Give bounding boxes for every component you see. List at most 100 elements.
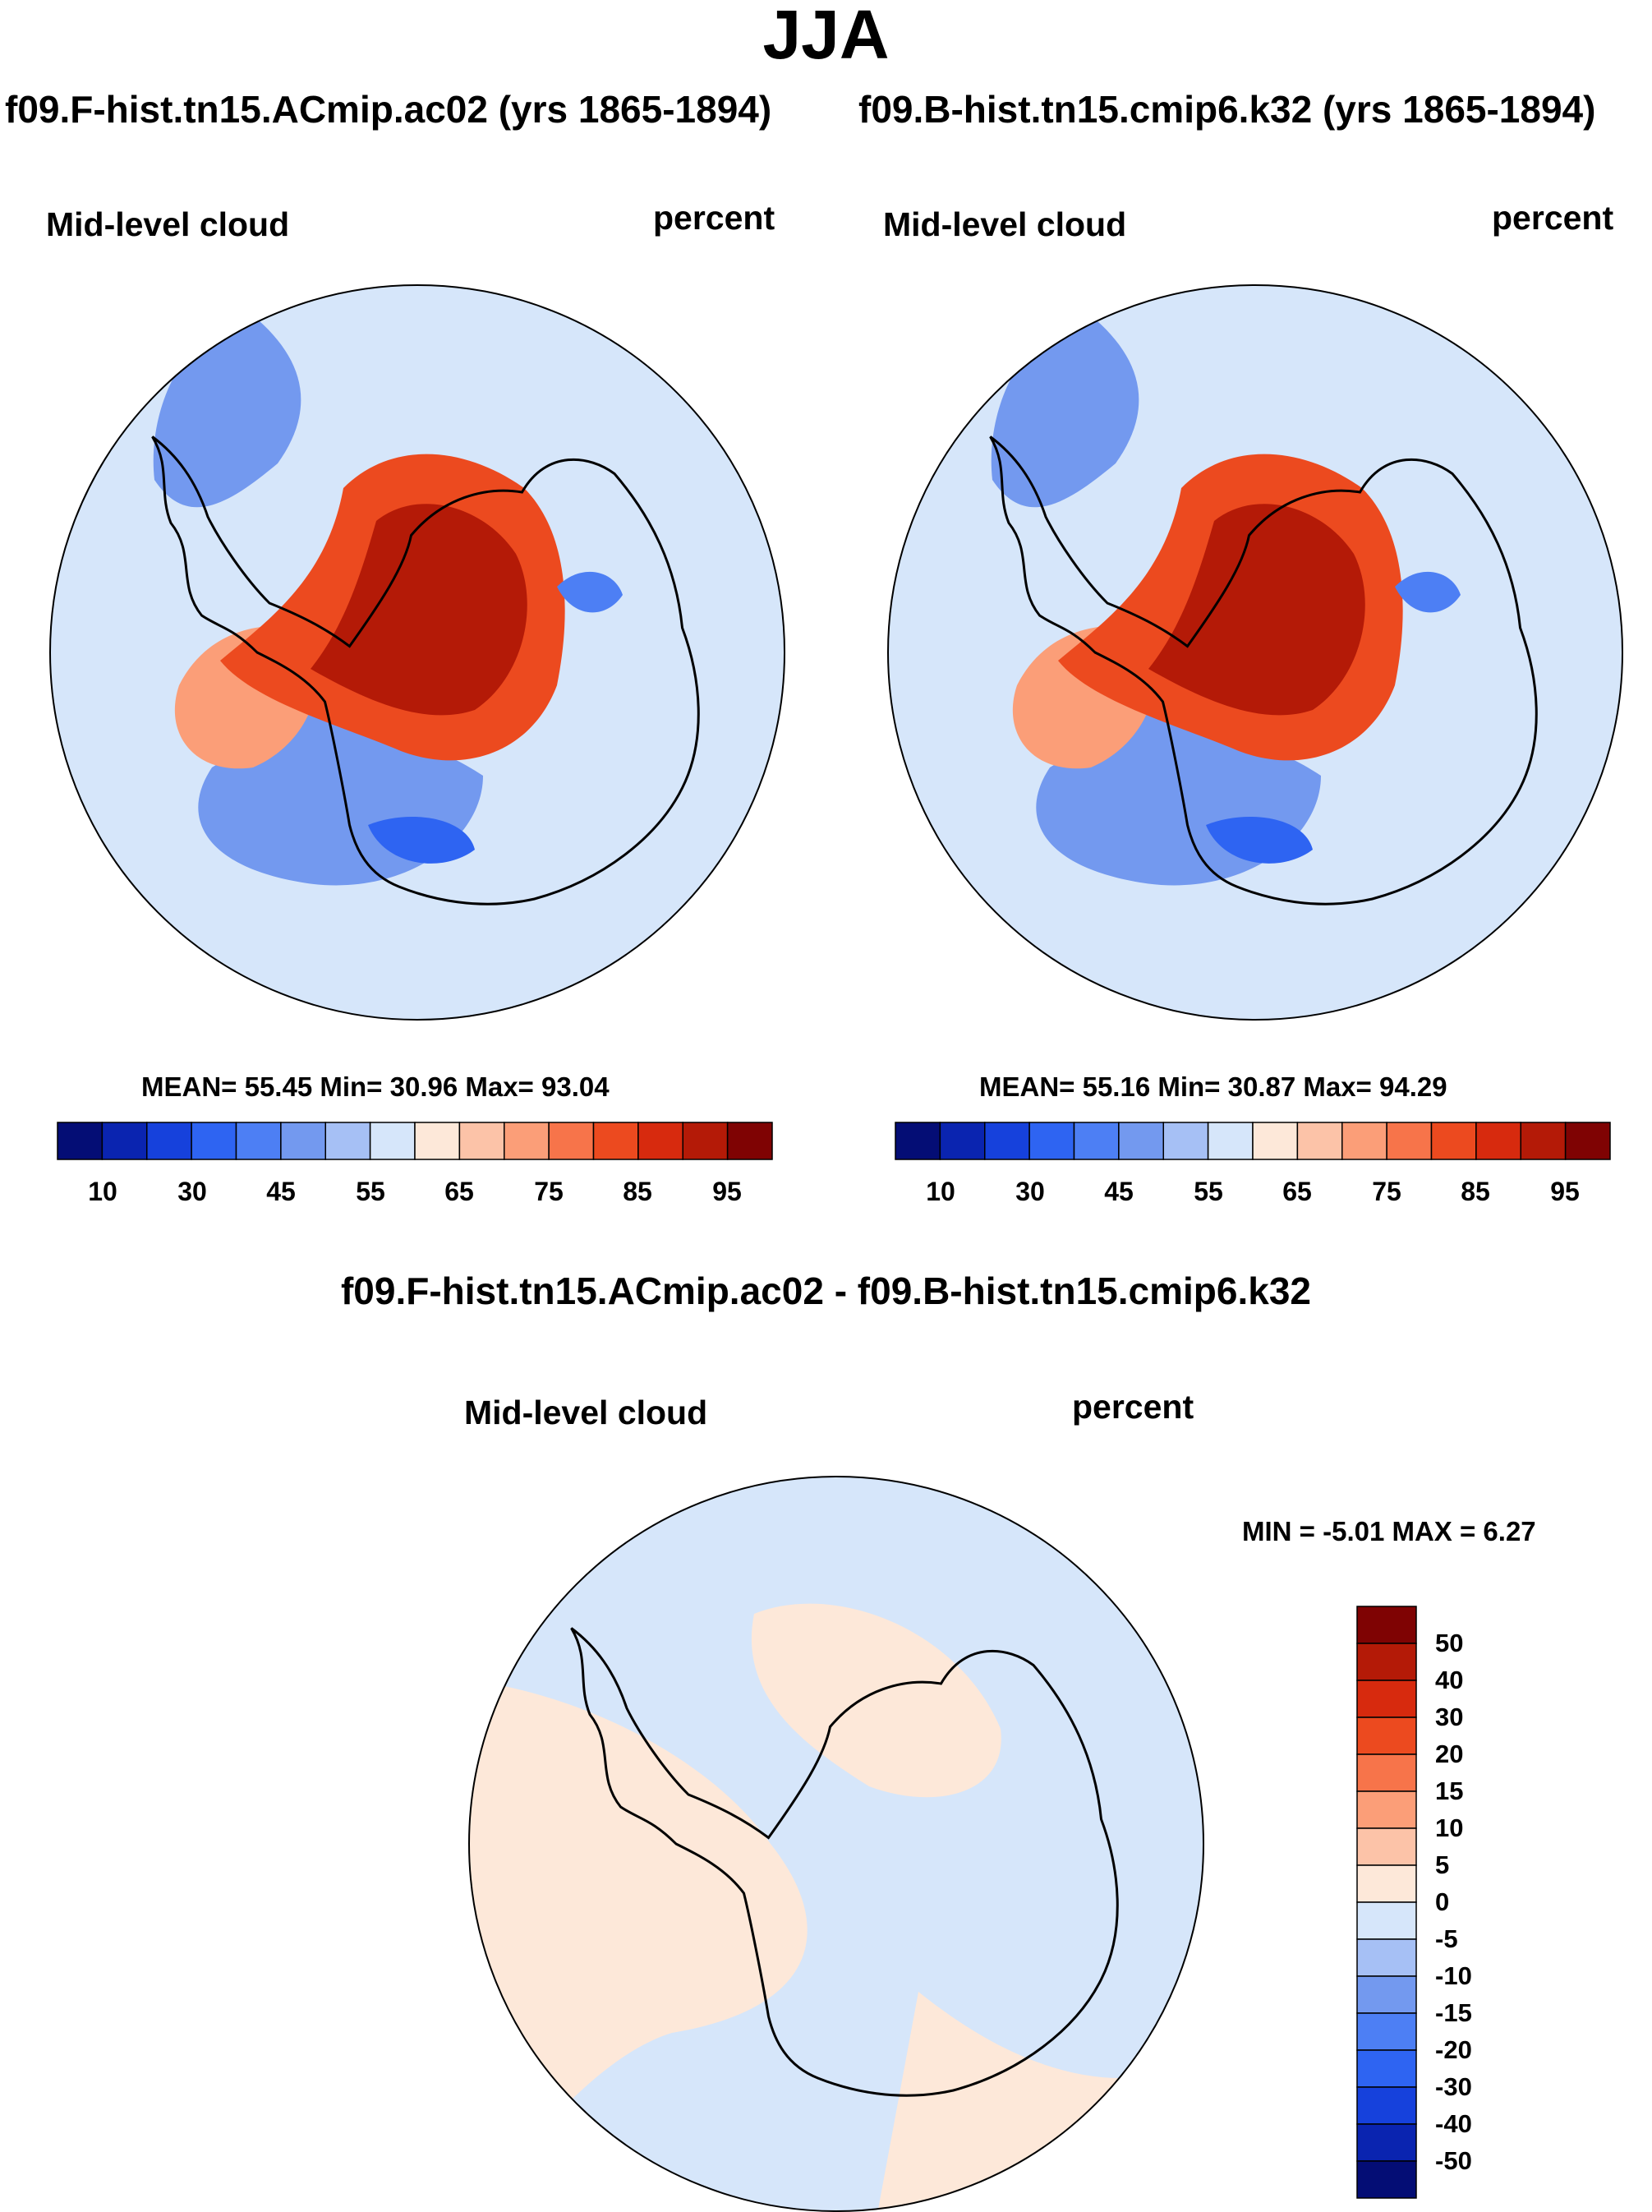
panel1-colorbar-label: 45 xyxy=(266,1177,296,1206)
panel1-colorbar-cell xyxy=(146,1122,192,1160)
panel2-colorbar-cell xyxy=(1252,1122,1299,1160)
diff-colorbar-cell xyxy=(1356,1753,1417,1792)
panel1-colorbar-label: 30 xyxy=(177,1177,207,1206)
panel1-low-cloud-spot xyxy=(557,571,623,613)
panel2-colorbar-cell xyxy=(1073,1122,1120,1160)
diff-colorbar-label: -5 xyxy=(1435,1924,1458,1953)
diff-colorbar-label: 30 xyxy=(1435,1703,1464,1731)
panel2-colorbar-label: 85 xyxy=(1461,1177,1490,1206)
diff-colorbar-label: -20 xyxy=(1435,2035,1472,2064)
diff-map-border xyxy=(468,1476,1204,2212)
panel2-colorbar-label: 45 xyxy=(1104,1177,1134,1206)
panel1-colorbar-cell xyxy=(726,1122,773,1160)
panel2-colorbar-cell xyxy=(939,1122,986,1160)
diff-colorbar-cell xyxy=(1356,1938,1417,1977)
diff-colorbar-cell xyxy=(1356,1717,1417,1755)
diff-colorbar-cell xyxy=(1356,2086,1417,2125)
diff-colorbar-label: -15 xyxy=(1435,1998,1472,2027)
diff-min-max: MIN = -5.01 MAX = 6.27 xyxy=(1242,1516,1536,1546)
panel2-map xyxy=(888,285,1622,1020)
panel1-colorbar-label: 95 xyxy=(712,1177,742,1206)
diff-colorbar-label: -40 xyxy=(1435,2109,1472,2138)
panel2-colorbar-cell xyxy=(1475,1122,1521,1160)
panel2-colorbar-cell xyxy=(1207,1122,1254,1160)
diff-colorbar-cell xyxy=(1356,2049,1417,2088)
panel2-colorbar-label: 65 xyxy=(1282,1177,1312,1206)
figure-title: JJA xyxy=(762,0,890,73)
panel1-colorbar-cell xyxy=(235,1122,282,1160)
panel2-colorbar-label: 75 xyxy=(1372,1177,1401,1206)
diff-colorbar-label: -30 xyxy=(1435,2072,1472,2101)
panel1-variable-label: Mid-level cloud xyxy=(46,205,290,243)
diff-colorbar-label: 20 xyxy=(1435,1740,1464,1768)
panel1-colorbar-cell xyxy=(280,1122,326,1160)
panel1-colorbar-cell xyxy=(682,1122,729,1160)
diff-colorbar-label: -50 xyxy=(1435,2146,1472,2175)
diff-variable-label: Mid-level cloud xyxy=(464,1394,708,1431)
panel1-colorbar-cell xyxy=(458,1122,505,1160)
panel2-low-cloud-spot xyxy=(1395,571,1461,613)
diff-colorbar-label: -10 xyxy=(1435,1961,1472,1990)
diff-colorbar-cell xyxy=(1356,2012,1417,2051)
panel1-stats: MEAN= 55.45 Min= 30.96 Max= 93.04 xyxy=(141,1071,610,1102)
diff-colorbar-label: 50 xyxy=(1435,1629,1464,1657)
panel2-colorbar-label: 55 xyxy=(1194,1177,1223,1206)
panel1-colorbar-cell xyxy=(101,1122,148,1160)
panel2-colorbar-cell xyxy=(1386,1122,1433,1160)
panel1-units-label: percent xyxy=(653,199,775,237)
diff-map xyxy=(469,1477,1203,2211)
diff-colorbar-cell xyxy=(1356,1901,1417,1940)
diff-colorbar-cell xyxy=(1356,1680,1417,1718)
panel2-stats: MEAN= 55.16 Min= 30.87 Max= 94.29 xyxy=(979,1071,1447,1102)
panel1-colorbar-cell xyxy=(548,1122,595,1160)
panel2-low-cloud-spot xyxy=(1206,817,1313,864)
panel1-interior-cloud-core xyxy=(311,504,527,716)
panel2-colorbar-cell xyxy=(1341,1122,1387,1160)
panel2-map-border xyxy=(887,284,1623,1021)
panel2-colorbar-cell xyxy=(1162,1122,1209,1160)
panel2-colorbar-cell xyxy=(1430,1122,1477,1160)
panel1-colorbar-cell xyxy=(324,1122,371,1160)
panel2-colorbar-cell xyxy=(1520,1122,1567,1160)
panel1-colorbar-label: 85 xyxy=(623,1177,652,1206)
panel1-run-title: f09.F-hist.tn15.ACmip.ac02 (yrs 1865-189… xyxy=(5,88,772,131)
diff-colorbar-label: 40 xyxy=(1435,1666,1464,1694)
diff-colorbar-cell xyxy=(1356,1606,1417,1644)
diff-colorbar-cell xyxy=(1356,1864,1417,1903)
panel1-low-cloud-spot xyxy=(368,817,475,864)
panel1-colorbar-cell xyxy=(504,1122,550,1160)
panel2-units-label: percent xyxy=(1492,199,1614,237)
panel2-colorbar-label: 30 xyxy=(1015,1177,1045,1206)
diff-colorbar-cell xyxy=(1356,1790,1417,1829)
panel2-colorbar-label: 10 xyxy=(926,1177,955,1206)
diff-colorbar-cell xyxy=(1356,2160,1417,2199)
panel1-colorbar-cell xyxy=(637,1122,683,1160)
panel2-colorbar-cell xyxy=(1118,1122,1164,1160)
panel1-colorbar-label: 65 xyxy=(444,1177,474,1206)
difference-title: f09.F-hist.tn15.ACmip.ac02 - f09.B-hist.… xyxy=(340,1270,1312,1312)
panel1-colorbar-label: 75 xyxy=(534,1177,564,1206)
panel2-colorbar-label: 95 xyxy=(1550,1177,1580,1206)
panel2-variable-label: Mid-level cloud xyxy=(883,205,1127,243)
panel1-map-border xyxy=(49,284,785,1021)
panel2-run-title: f09.B-hist.tn15.cmip6.k32 (yrs 1865-1894… xyxy=(858,88,1596,131)
panel1-colorbar-cell xyxy=(592,1122,639,1160)
panel2-colorbar-cell xyxy=(1296,1122,1343,1160)
panel2-colorbar-cell xyxy=(1564,1122,1611,1160)
panel2-colorbar-cell xyxy=(984,1122,1030,1160)
panel1-colorbar-cell xyxy=(57,1122,104,1160)
panel2-colorbar-cell xyxy=(1028,1122,1075,1160)
diff-colorbar-label: 0 xyxy=(1435,1887,1450,1916)
diff-colorbar-cell xyxy=(1356,1827,1417,1866)
panel2-colorbar-cell xyxy=(895,1122,941,1160)
diff-colorbar-cell xyxy=(1356,1643,1417,1681)
panel1-colorbar-label: 55 xyxy=(356,1177,385,1206)
diff-colorbar-label: 15 xyxy=(1435,1777,1464,1805)
panel1-colorbar-cell xyxy=(191,1122,237,1160)
panel1-colorbar-cell xyxy=(414,1122,461,1160)
panel1-colorbar-cell xyxy=(369,1122,416,1160)
diff-units-label: percent xyxy=(1072,1388,1194,1426)
panel2-interior-cloud-core xyxy=(1148,504,1365,716)
panel1-colorbar-label: 10 xyxy=(88,1177,117,1206)
